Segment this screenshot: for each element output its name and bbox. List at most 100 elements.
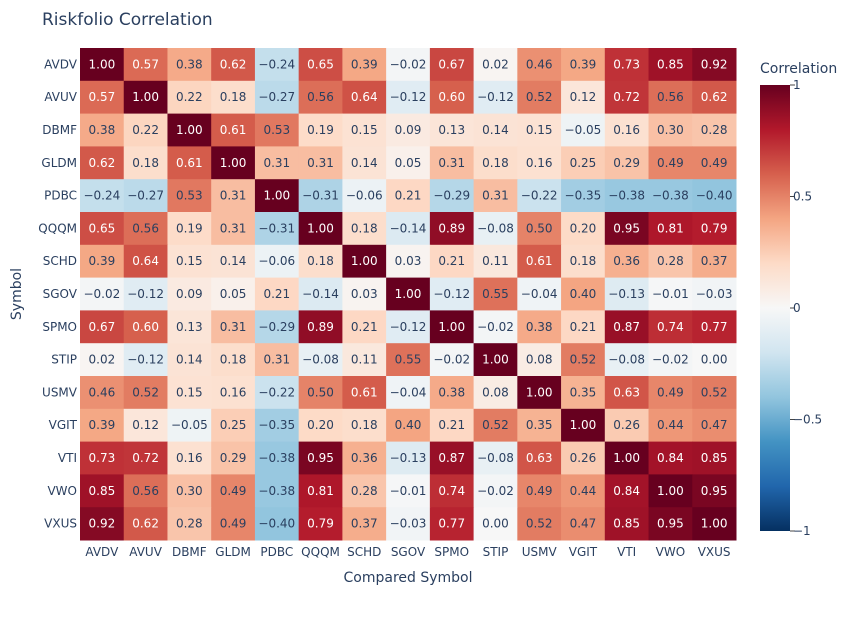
heatmap-cell [429,441,475,475]
heatmap-cell [254,113,300,147]
cell-value-label: 0.92 [89,517,116,531]
cell-value-label: 1.00 [613,451,640,465]
heatmap-cell [80,179,125,213]
cell-value-label: 0.61 [526,254,553,268]
cell-value-label: 0.55 [482,287,509,301]
cell-value-label: 0.95 [701,484,728,498]
heatmap-cell [429,80,475,115]
cell-value-label: 0.64 [351,90,378,104]
cell-value-label: 0.49 [701,156,728,170]
cell-value-label: −0.35 [258,418,295,432]
cell-value-label: 0.40 [395,418,422,432]
heatmap-cell [386,244,431,279]
cell-value-label: 0.18 [220,90,247,104]
heatmap-cell [298,80,343,115]
cell-value-label: 0.95 [613,221,640,235]
cell-value-label: 0.63 [526,451,553,465]
cell-value-label: −0.27 [258,90,295,104]
y-tick-label: SGOV [43,287,78,301]
y-tick-label: QQQM [38,221,77,235]
cell-value-label: 0.13 [176,320,203,334]
heatmap-cell [167,212,212,246]
heatmap-cell [211,474,256,508]
cell-value-label: 0.36 [613,254,640,268]
heatmap-cell [167,376,212,410]
cell-value-label: −0.22 [521,189,558,203]
heatmap-cell [648,376,693,410]
cell-value-label: −0.13 [608,287,645,301]
heatmap-cell [692,244,737,279]
heatmap-cell [604,507,650,541]
cell-value-label: 0.37 [351,517,378,531]
heatmap-cell [211,310,256,344]
heatmap-cell [298,212,343,246]
cell-value-label: −0.13 [390,451,427,465]
cell-value-label: −0.06 [258,254,295,268]
y-tick-label: VTI [58,451,77,465]
cell-value-label: 0.89 [307,320,334,334]
cell-value-label: 0.30 [657,123,684,137]
cell-value-label: −0.02 [477,320,514,334]
heatmap-cell [342,48,387,82]
cell-value-label: 0.09 [176,287,203,301]
cell-value-label: −0.02 [83,287,120,301]
cell-value-label: 0.56 [132,484,159,498]
y-tick-label: STIP [51,353,77,367]
y-tick-label: SCHD [43,254,77,268]
cell-value-label: 0.12 [132,418,159,432]
heatmap-cell [386,376,431,410]
heatmap-cell [254,277,300,311]
heatmap-cell [167,48,212,82]
heatmap-cell [211,408,256,443]
cell-value-label: 1.00 [395,287,422,301]
cell-value-label: −0.02 [652,353,689,367]
cell-value-label: 0.61 [351,385,378,399]
heatmap-cell [692,507,737,541]
heatmap-cell [692,408,737,443]
heatmap-cell [167,244,212,279]
y-axis-ticks: AVDV AVUV DBMF GLDM PDBC QQQM SCHD SGOV SPMO STIP… [38,57,77,530]
heatmap-cell [167,310,212,344]
cell-value-label: −0.01 [652,287,689,301]
colorbar-tick-label: −0.5 [793,413,822,427]
heatmap-cell [80,474,125,508]
x-tick-label: VTI [617,545,636,559]
cell-value-label: 1.00 [526,385,553,399]
heatmap-cell [473,310,518,344]
cell-value-label: 0.85 [701,451,728,465]
heatmap-cell [386,212,431,246]
cell-value-label: 0.21 [263,287,290,301]
cell-value-label: 0.44 [657,418,684,432]
x-tick-label: QQQM [301,545,340,559]
cell-value-label: −0.01 [390,484,427,498]
heatmap-cell [604,277,650,311]
heatmap-cell [211,212,256,246]
heatmap-cell [473,80,518,115]
cell-value-label: 0.61 [220,123,247,137]
heatmap-cell [604,408,650,443]
heatmap-cell [473,408,518,443]
cell-value-label: 0.62 [89,156,116,170]
heatmap-cell [429,244,475,279]
cell-value-label: −0.22 [258,385,295,399]
cell-value-label: 0.02 [89,353,116,367]
heatmap-cell [80,376,125,410]
heatmap-cell [517,507,562,541]
heatmap-cell [123,179,168,213]
cell-value-label: 0.36 [351,451,378,465]
heatmap-cell [561,146,606,180]
x-tick-label: SPMO [434,545,469,559]
cell-value-label: −0.02 [433,353,470,367]
cell-value-label: 0.77 [701,320,728,334]
cell-value-label: −0.40 [258,517,295,531]
heatmap-cell [561,113,606,147]
heatmap-cell [386,474,431,508]
heatmap-cell [386,113,431,147]
colorbar-tick-label: 0 [793,301,801,315]
heatmap-cell [648,408,693,443]
heatmap-cell [167,408,212,443]
cell-value-label: 0.79 [701,221,728,235]
cell-value-label: 0.72 [132,451,159,465]
heatmap-cell [429,146,475,180]
cell-value-label: 0.12 [570,90,597,104]
